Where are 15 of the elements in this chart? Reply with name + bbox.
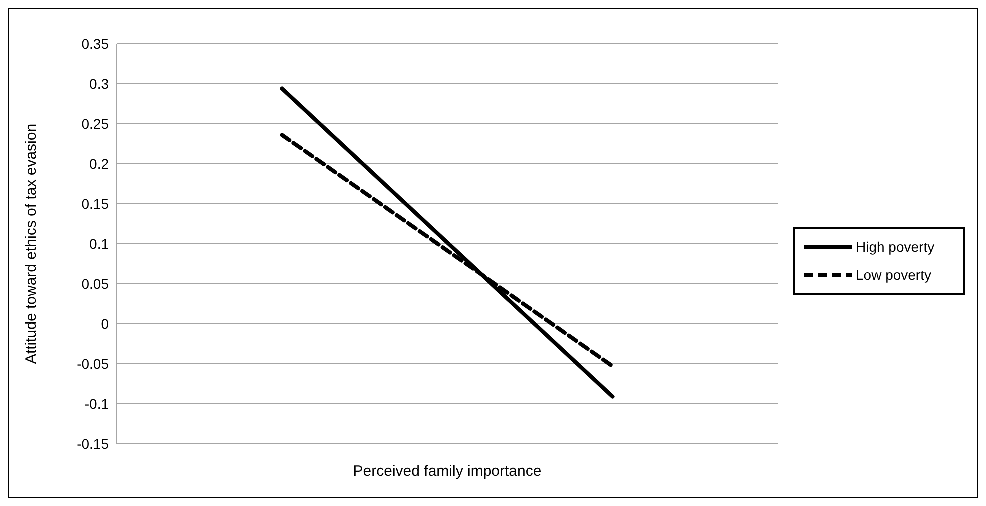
y-tick-label: -0.1	[84, 396, 110, 412]
legend-label: High poverty	[856, 238, 935, 255]
legend-label: Low poverty	[856, 266, 932, 283]
y-tick-label: 0.2	[90, 156, 110, 172]
y-tick-label: 0.25	[82, 116, 110, 132]
y-axis-title: Attitude toward ethics of tax evasion	[23, 124, 40, 364]
x-axis-title: Perceived family importance	[353, 463, 542, 480]
y-tick-label: -0.05	[77, 356, 110, 372]
y-tick-label: 0.3	[90, 76, 110, 92]
y-tick-label: 0.35	[82, 36, 110, 52]
y-tick-label: 0.15	[82, 196, 110, 212]
y-tick-label: -0.15	[77, 436, 110, 452]
y-tick-label: 0	[101, 316, 110, 332]
y-tick-label: 0.1	[90, 236, 110, 252]
y-tick-label: 0.05	[82, 276, 110, 292]
